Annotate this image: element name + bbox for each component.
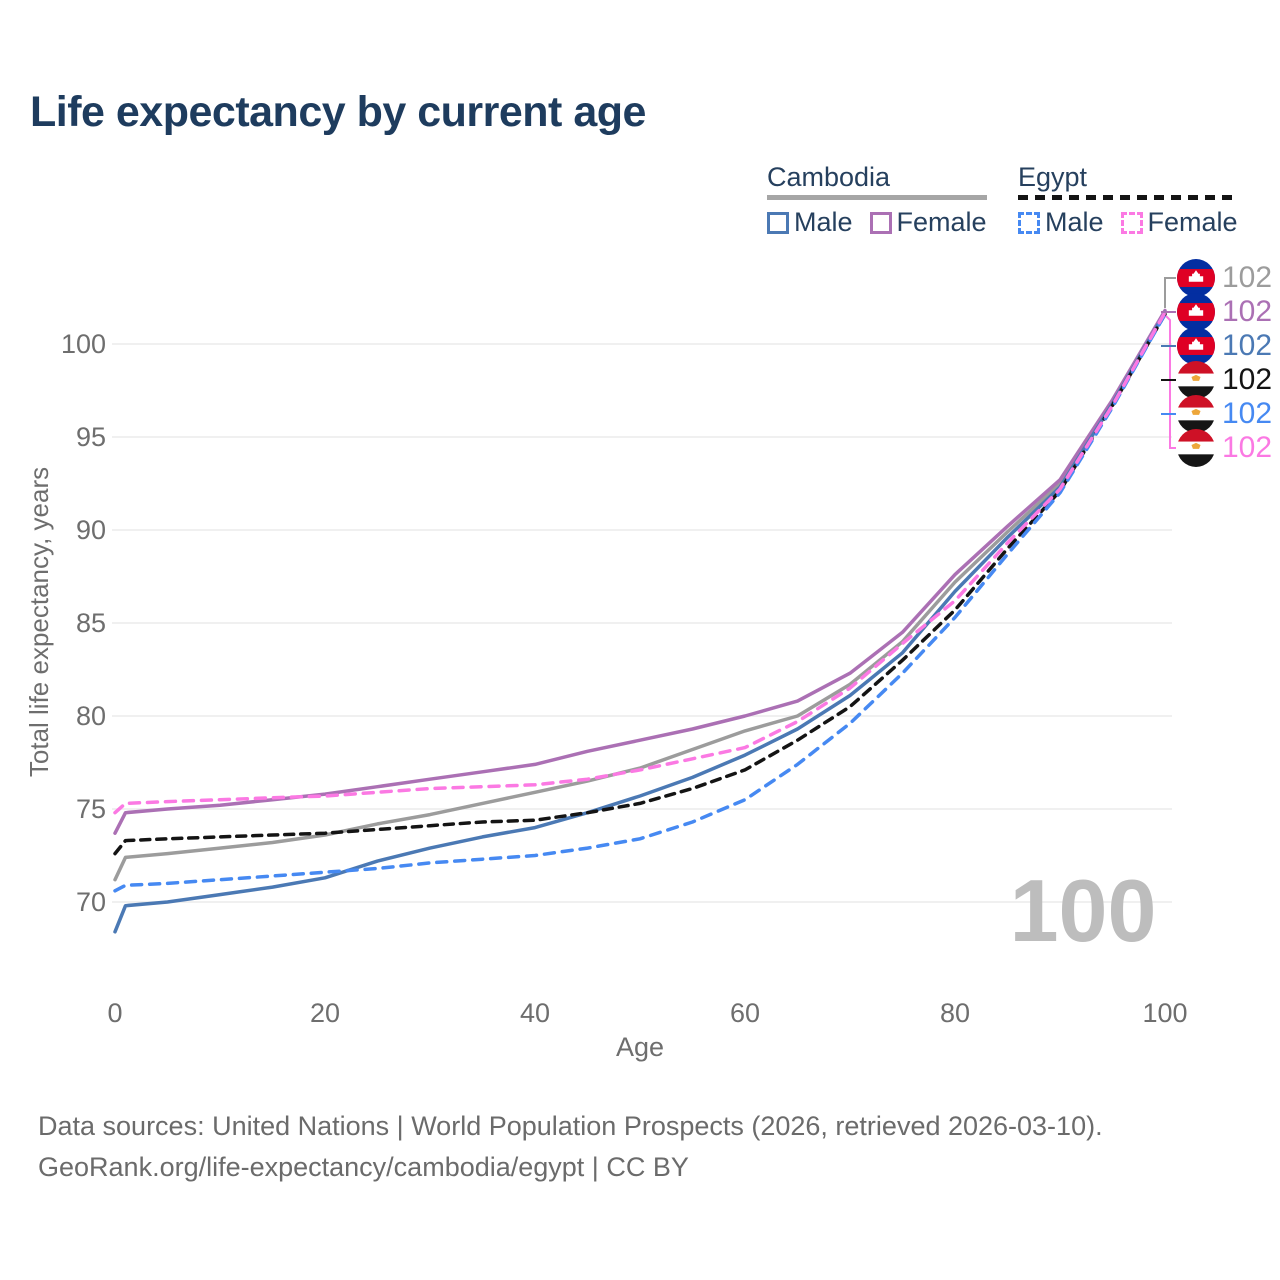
cambodia-male-swatch-icon: [767, 211, 789, 234]
x-tick-label: 100: [1142, 998, 1187, 1028]
line-chart-canvas: 70 75 80 85 90 95 100 0 20 40 60 80 100 Age Total life…: [24, 277, 1188, 1062]
x-tick-label: 80: [940, 998, 970, 1028]
end-label-egypt-male: 102: [1177, 395, 1272, 433]
y-tick-label: 95: [76, 422, 106, 452]
cambodia-flag-icon: [1177, 259, 1215, 297]
end-label-leader-bottom: [1165, 315, 1176, 449]
legend-item-label: Male: [1045, 207, 1104, 237]
legend-country-egypt[interactable]: Egypt: [1018, 162, 1238, 200]
series-line-cambodia-female[interactable]: [113, 308, 1167, 835]
egypt-female-swatch-icon: [1120, 211, 1143, 234]
end-label-value: 102: [1222, 295, 1273, 328]
y-tick-label: 75: [76, 794, 106, 824]
end-label-egypt-both-sexes: 102: [1177, 361, 1272, 399]
end-label-value: 102: [1222, 329, 1273, 362]
legend-item-label: Female: [896, 207, 987, 237]
y-tick-label: 90: [76, 515, 106, 545]
end-label-cambodia-male: 102: [1177, 327, 1272, 365]
end-label-value: 102: [1222, 261, 1273, 294]
y-tick-label: 85: [76, 608, 106, 638]
end-label-cambodia-both-sexes: 102: [1177, 259, 1272, 297]
end-label-cambodia-female: 102: [1177, 293, 1272, 331]
egypt-male-swatch-icon: [1018, 211, 1040, 234]
end-label-egypt-female: 102: [1177, 429, 1272, 467]
x-tick-label: 60: [730, 998, 760, 1028]
footer-data-sources: Data sources: United Nations | World Pop…: [38, 1111, 1103, 1141]
egypt-flag-icon: [1177, 429, 1215, 467]
y-tick-label: 70: [76, 887, 106, 917]
x-tick-label: 0: [107, 998, 122, 1028]
legend-group-egypt: Egypt Male Female: [1018, 162, 1238, 238]
series-line-egypt-male[interactable]: [113, 312, 1167, 893]
legend-linestyle-sample-cambodia: [767, 195, 987, 200]
legend-item-cambodia-female[interactable]: Female: [869, 207, 987, 238]
egypt-flag-icon: [1177, 395, 1215, 433]
egypt-flag-icon: [1177, 361, 1215, 399]
y-axis-title: Total life expectancy, years: [24, 467, 54, 777]
footer-attribution: GeoRank.org/life-expectancy/cambodia/egy…: [38, 1152, 689, 1182]
x-axis-title: Age: [616, 1032, 664, 1062]
y-tick-label: 80: [76, 701, 106, 731]
legend-item-label: Female: [1147, 207, 1238, 237]
footer: Data sources: United Nations | World Pop…: [38, 1106, 1103, 1188]
age-watermark: 100: [1010, 861, 1157, 960]
cambodia-female-swatch-icon: [869, 211, 892, 234]
x-tick-label: 40: [520, 998, 550, 1028]
legend-group-cambodia: Cambodia Male Female: [767, 162, 987, 238]
end-label-value: 102: [1222, 397, 1273, 430]
y-tick-label: 100: [61, 329, 106, 359]
legend-country-cambodia[interactable]: Cambodia: [767, 162, 987, 200]
x-tick-label: 20: [310, 998, 340, 1028]
legend-item-cambodia-male[interactable]: Male: [767, 207, 853, 238]
legend-item-egypt-male[interactable]: Male: [1018, 207, 1104, 238]
series-line-egypt-female[interactable]: [113, 310, 1167, 815]
legend-item-label: Male: [794, 207, 853, 237]
cambodia-flag-icon: [1177, 327, 1215, 365]
end-label-value: 102: [1222, 363, 1273, 396]
series-line-cambodia-male[interactable]: [113, 310, 1167, 934]
cambodia-flag-icon: [1177, 293, 1215, 331]
end-label-value: 102: [1222, 431, 1273, 464]
end-label-leader-top: [1164, 277, 1176, 308]
series-line-egypt-both[interactable]: [113, 312, 1167, 856]
chart-title: Life expectancy by current age: [30, 88, 646, 136]
legend-linestyle-sample-egypt: [1018, 195, 1238, 200]
legend-item-egypt-female[interactable]: Female: [1120, 207, 1238, 238]
